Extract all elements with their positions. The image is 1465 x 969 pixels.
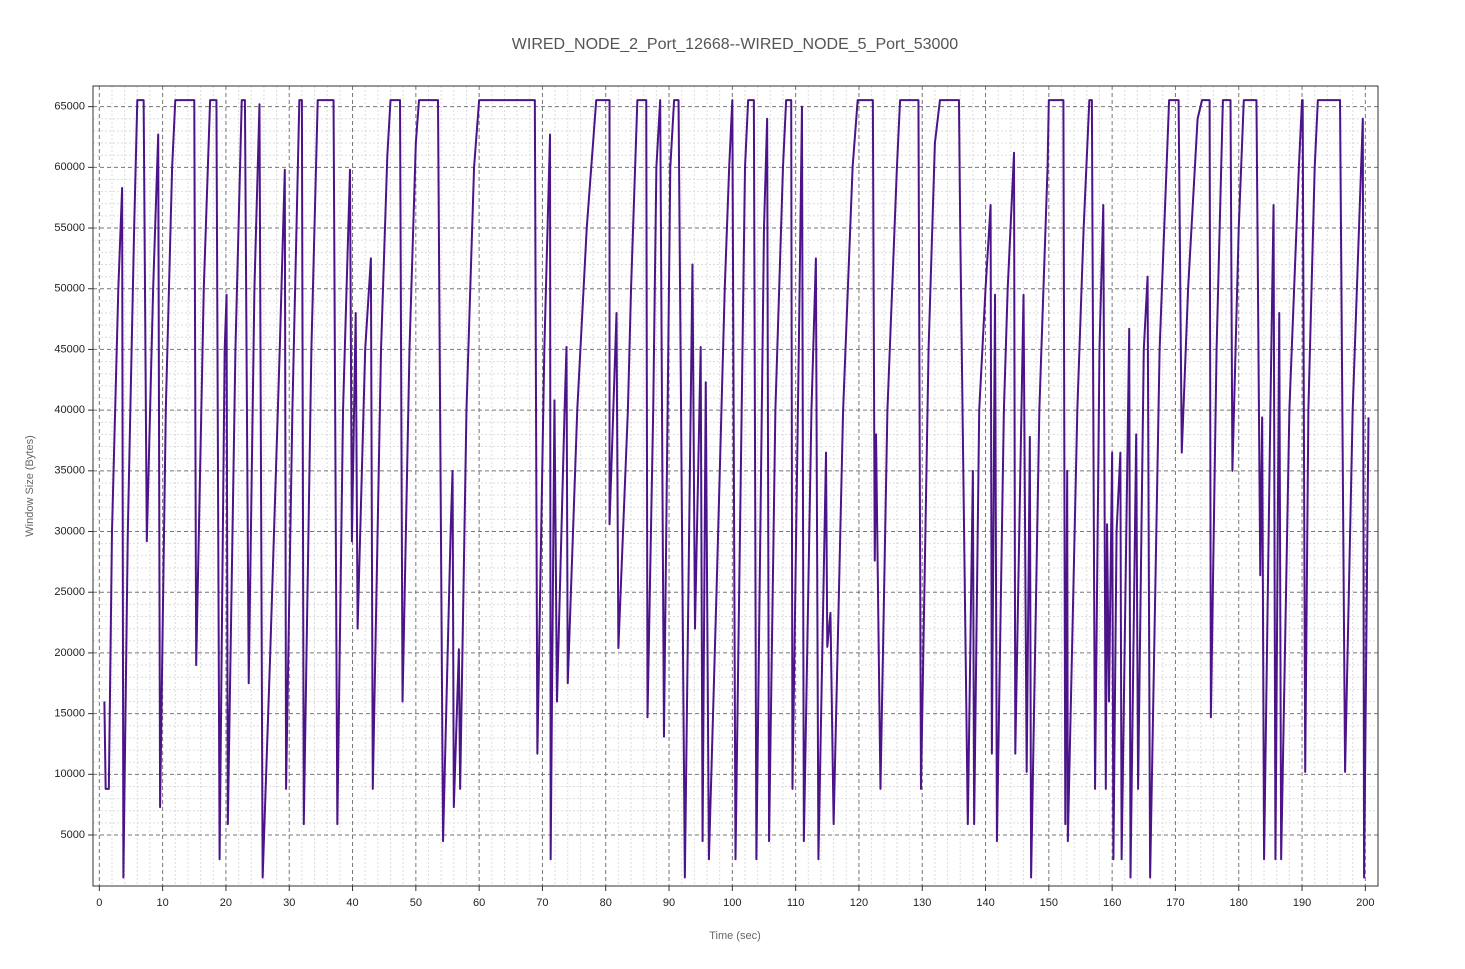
y-tick-label: 30000 (54, 525, 85, 537)
y-axis-label: Window Size (Bytes) (24, 435, 36, 536)
x-axis-label: Time (sec) (709, 930, 761, 942)
x-tick-label: 120 (850, 897, 868, 909)
x-tick-label: 190 (1293, 897, 1311, 909)
x-tick-label: 30 (283, 897, 295, 909)
y-tick-label: 20000 (54, 647, 85, 659)
x-tick-label: 90 (663, 897, 675, 909)
y-tick-label: 35000 (54, 465, 85, 477)
y-tick-label: 15000 (54, 708, 85, 720)
x-tick-label: 70 (536, 897, 548, 909)
x-tick-label: 80 (600, 897, 612, 909)
x-tick-label: 60 (473, 897, 485, 909)
plot-frame (92, 85, 1379, 887)
chart-title: WIRED_NODE_2_Port_12668--WIRED_NODE_5_Po… (512, 36, 959, 53)
y-tick-label: 65000 (54, 101, 85, 113)
x-tick-label: 100 (723, 897, 741, 909)
y-tick-label: 40000 (54, 404, 85, 416)
y-tick-label: 25000 (54, 586, 85, 598)
y-tick-label: 10000 (54, 768, 85, 780)
y-tick-label: 55000 (54, 222, 85, 234)
x-tick-label: 140 (976, 897, 994, 909)
x-tick-label: 160 (1103, 897, 1121, 909)
data-line (103, 99, 1370, 879)
x-tick-label: 150 (1040, 897, 1058, 909)
x-tick-label: 200 (1356, 897, 1374, 909)
x-tick-label: 180 (1230, 897, 1248, 909)
y-tick-label: 45000 (54, 343, 85, 355)
x-tick-label: 20 (220, 897, 232, 909)
x-tick-label: 10 (157, 897, 169, 909)
x-tick-label: 50 (410, 897, 422, 909)
y-tick-label: 60000 (54, 161, 85, 173)
x-tick-label: 170 (1166, 897, 1184, 909)
x-tick-label: 130 (913, 897, 931, 909)
y-tick-label: 50000 (54, 283, 85, 295)
x-tick-label: 110 (787, 897, 805, 909)
y-tick-label: 5000 (61, 829, 85, 841)
x-tick-label: 0 (96, 897, 102, 909)
x-tick-label: 40 (346, 897, 358, 909)
